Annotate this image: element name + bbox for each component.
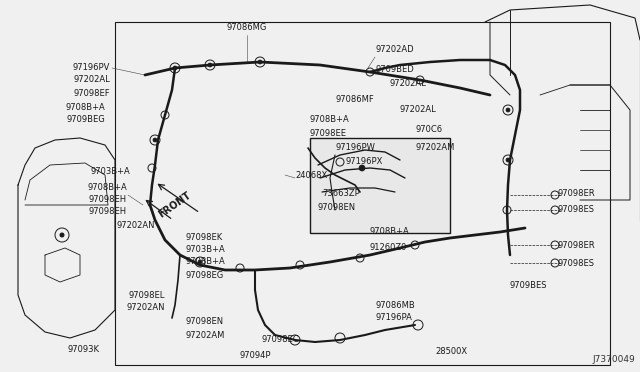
Circle shape bbox=[60, 233, 64, 237]
Circle shape bbox=[506, 158, 510, 162]
Text: FRONT: FRONT bbox=[157, 190, 193, 220]
Text: 9708B+A: 9708B+A bbox=[185, 257, 225, 266]
Text: 97202AN: 97202AN bbox=[127, 302, 165, 311]
Text: 97098ER: 97098ER bbox=[558, 241, 596, 250]
Bar bbox=[310, 138, 450, 233]
Text: 97098EE: 97098EE bbox=[310, 128, 347, 138]
Text: 97098ER: 97098ER bbox=[558, 189, 596, 198]
Text: 97098EN: 97098EN bbox=[185, 317, 223, 327]
Text: 97196PW: 97196PW bbox=[335, 144, 375, 153]
Text: 24068X: 24068X bbox=[295, 170, 327, 180]
Text: 97098EK: 97098EK bbox=[185, 234, 222, 243]
Text: 9703B+A: 9703B+A bbox=[185, 246, 225, 254]
Text: 97098EH: 97098EH bbox=[89, 196, 127, 205]
Circle shape bbox=[198, 260, 202, 264]
Circle shape bbox=[208, 63, 212, 67]
Text: 97202AL: 97202AL bbox=[73, 76, 110, 84]
Text: 97098EH: 97098EH bbox=[89, 208, 127, 217]
Circle shape bbox=[153, 138, 157, 142]
Text: 97202AM: 97202AM bbox=[185, 330, 225, 340]
Text: J7370049: J7370049 bbox=[592, 355, 635, 364]
Text: 97202AN: 97202AN bbox=[116, 221, 155, 230]
Circle shape bbox=[258, 60, 262, 64]
Text: 97098EL: 97098EL bbox=[129, 291, 165, 299]
Text: 28500X: 28500X bbox=[435, 347, 467, 356]
Text: 97196PX: 97196PX bbox=[345, 157, 382, 167]
Circle shape bbox=[173, 66, 177, 70]
Text: 97202AL: 97202AL bbox=[400, 106, 436, 115]
Text: 970C6: 970C6 bbox=[415, 125, 442, 135]
Text: 97094P: 97094P bbox=[240, 350, 271, 359]
Text: 9708B+A: 9708B+A bbox=[65, 103, 105, 112]
Text: 97093K: 97093K bbox=[68, 346, 100, 355]
Text: 9709BED: 9709BED bbox=[375, 65, 413, 74]
Text: 9708B+A: 9708B+A bbox=[310, 115, 349, 125]
Text: 97196PA: 97196PA bbox=[375, 314, 412, 323]
Circle shape bbox=[359, 165, 365, 171]
Text: 97086MB: 97086MB bbox=[375, 301, 415, 310]
Text: 9709BEG: 9709BEG bbox=[67, 115, 105, 125]
Bar bbox=[115, 22, 610, 365]
Text: 97098ES: 97098ES bbox=[558, 259, 595, 267]
Text: 97196PV: 97196PV bbox=[72, 64, 110, 73]
Text: 97098EF: 97098EF bbox=[74, 89, 110, 97]
Text: 97202AM: 97202AM bbox=[415, 144, 454, 153]
Text: 9703B+A: 9703B+A bbox=[90, 167, 130, 176]
Text: 97086MG: 97086MG bbox=[227, 23, 267, 32]
Text: 97086MF: 97086MF bbox=[335, 96, 374, 105]
Text: 97202AL: 97202AL bbox=[390, 78, 427, 87]
Text: 97098EN: 97098EN bbox=[318, 202, 356, 212]
Text: 9708B+A: 9708B+A bbox=[370, 228, 410, 237]
Text: 73663ZP: 73663ZP bbox=[322, 189, 360, 198]
Text: 97098EC: 97098EC bbox=[262, 336, 300, 344]
Text: 97098EG: 97098EG bbox=[185, 270, 223, 279]
Text: 9708B+A: 9708B+A bbox=[87, 183, 127, 192]
Circle shape bbox=[506, 108, 510, 112]
Text: 91260Z0: 91260Z0 bbox=[370, 244, 408, 253]
Text: 97202AD: 97202AD bbox=[375, 45, 413, 55]
Text: 9709BES: 9709BES bbox=[510, 280, 547, 289]
Text: 97098ES: 97098ES bbox=[558, 205, 595, 215]
